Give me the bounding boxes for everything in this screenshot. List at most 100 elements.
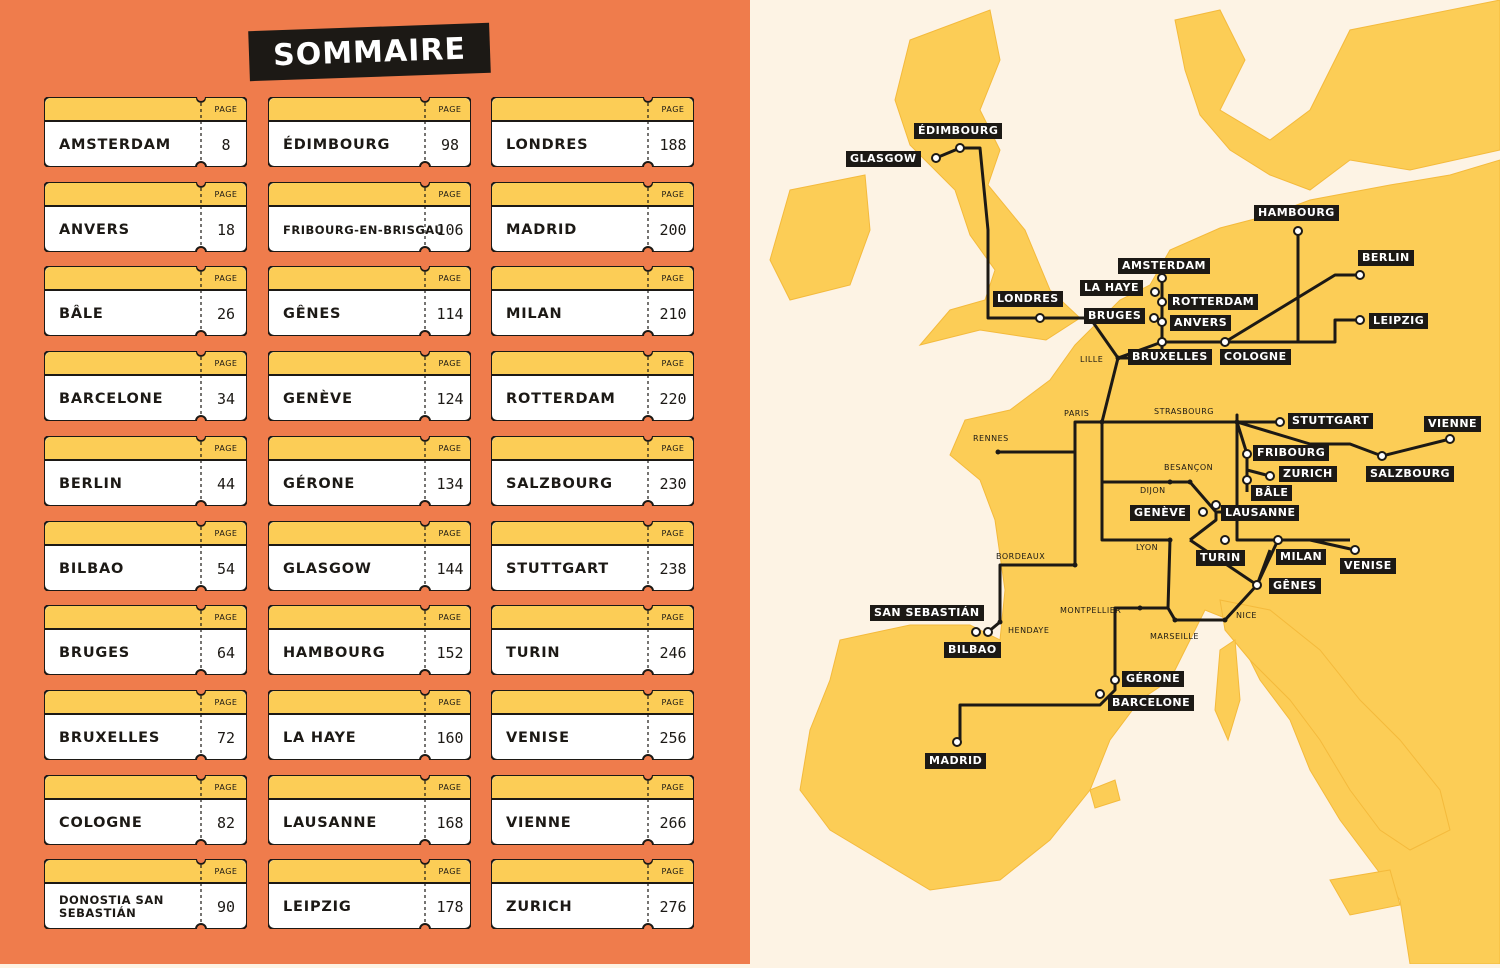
toc-page-number: 90 bbox=[216, 898, 236, 916]
toc-city: BRUGES bbox=[59, 644, 131, 661]
toc-page-number: 210 bbox=[659, 305, 687, 323]
toc-entry[interactable]: GÉRONE PAGE 134 bbox=[268, 436, 471, 506]
toc-page-number: 124 bbox=[436, 390, 464, 408]
toc-city: MADRID bbox=[506, 221, 578, 238]
toc-page-label: PAGE bbox=[438, 359, 462, 368]
toc-entry[interactable]: FRIBOURG-EN-BRISGAU PAGE 106 bbox=[268, 182, 471, 252]
map-destination-label: ZURICH bbox=[1279, 466, 1337, 482]
toc-page-number: 26 bbox=[216, 305, 236, 323]
toc-page-label: PAGE bbox=[661, 105, 685, 114]
toc-page-label: PAGE bbox=[661, 529, 685, 538]
map-destination-label: AMSTERDAM bbox=[1118, 258, 1210, 274]
toc-city: BRUXELLES bbox=[59, 729, 161, 746]
toc-entry[interactable]: ÉDIMBOURG PAGE 98 bbox=[268, 97, 471, 167]
toc-entry[interactable]: AMSTERDAM PAGE 8 bbox=[44, 97, 247, 167]
toc-entry[interactable]: BRUXELLES PAGE 72 bbox=[44, 690, 247, 760]
toc-city: FRIBOURG-EN-BRISGAU bbox=[283, 222, 445, 237]
map-destination-label: SAN SEBASTIÁN bbox=[870, 605, 984, 621]
toc-entry[interactable]: BILBAO PAGE 54 bbox=[44, 521, 247, 591]
toc-entry[interactable]: HAMBOURG PAGE 152 bbox=[268, 605, 471, 675]
toc-page-label: PAGE bbox=[214, 867, 238, 876]
toc-page-number: 144 bbox=[436, 560, 464, 578]
toc-page-label: PAGE bbox=[661, 274, 685, 283]
toc-page-label: PAGE bbox=[438, 529, 462, 538]
toc-entry[interactable]: GLASGOW PAGE 144 bbox=[268, 521, 471, 591]
toc-city: GÉRONE bbox=[283, 475, 356, 492]
toc-entry[interactable]: LA HAYE PAGE 160 bbox=[268, 690, 471, 760]
map-destination-label: BÂLE bbox=[1251, 485, 1293, 501]
toc-city: DONOSTIA SAN SEBASTIÁN bbox=[59, 893, 164, 920]
toc-page-number: 168 bbox=[436, 814, 464, 832]
toc-page-number: 200 bbox=[659, 221, 687, 239]
toc-entry[interactable]: BERLIN PAGE 44 bbox=[44, 436, 247, 506]
toc-entry[interactable]: GENÈVE PAGE 124 bbox=[268, 351, 471, 421]
toc-city: BILBAO bbox=[59, 560, 125, 577]
toc-entry[interactable]: VIENNE PAGE 266 bbox=[491, 775, 694, 845]
toc-page-label: PAGE bbox=[214, 529, 238, 538]
map-destination-label: GLASGOW bbox=[846, 151, 921, 167]
page-title: SOMMAIRE bbox=[248, 22, 491, 82]
map-stop-label: PARIS bbox=[1064, 409, 1090, 418]
map-stop-label: LILLE bbox=[1080, 355, 1104, 364]
toc-city: LEIPZIG bbox=[283, 898, 352, 915]
toc-entry[interactable]: MILAN PAGE 210 bbox=[491, 266, 694, 336]
toc-city: ANVERS bbox=[59, 221, 130, 238]
map-destination-label: LAUSANNE bbox=[1221, 505, 1300, 521]
toc-city: GLASGOW bbox=[283, 560, 372, 577]
toc-entry[interactable]: BRUGES PAGE 64 bbox=[44, 605, 247, 675]
toc-entry[interactable]: LEIPZIG PAGE 178 bbox=[268, 859, 471, 929]
toc-page-label: PAGE bbox=[438, 190, 462, 199]
toc-city: ÉDIMBOURG bbox=[283, 136, 391, 153]
toc-page-label: PAGE bbox=[214, 444, 238, 453]
toc-entry[interactable]: BARCELONE PAGE 34 bbox=[44, 351, 247, 421]
toc-page-label: PAGE bbox=[438, 105, 462, 114]
map-destination-label: MILAN bbox=[1276, 549, 1327, 565]
toc-page-number: 220 bbox=[659, 390, 687, 408]
toc-page-number: 160 bbox=[436, 729, 464, 747]
toc-page-number: 276 bbox=[659, 898, 687, 916]
toc-page-number: 230 bbox=[659, 475, 687, 493]
toc-entry[interactable]: MADRID PAGE 200 bbox=[491, 182, 694, 252]
toc-entry[interactable]: GÊNES PAGE 114 bbox=[268, 266, 471, 336]
toc-page-number: 152 bbox=[436, 644, 464, 662]
toc-page-number: 188 bbox=[659, 136, 687, 154]
toc-page-number: 98 bbox=[440, 136, 460, 154]
toc-page-label: PAGE bbox=[214, 105, 238, 114]
toc-entry[interactable]: ANVERS PAGE 18 bbox=[44, 182, 247, 252]
toc-city: GÊNES bbox=[283, 305, 342, 322]
toc-page-number: 178 bbox=[436, 898, 464, 916]
toc-city: VIENNE bbox=[506, 814, 572, 831]
toc-page-label: PAGE bbox=[438, 274, 462, 283]
toc-entry[interactable]: LAUSANNE PAGE 168 bbox=[268, 775, 471, 845]
stop-dots bbox=[995, 355, 1240, 625]
toc-entry[interactable]: COLOGNE PAGE 82 bbox=[44, 775, 247, 845]
toc-city: GENÈVE bbox=[283, 390, 353, 407]
toc-entry[interactable]: ROTTERDAM PAGE 220 bbox=[491, 351, 694, 421]
toc-entry[interactable]: DONOSTIA SAN SEBASTIÁN PAGE 90 bbox=[44, 859, 247, 929]
map-stop-label: BORDEAUX bbox=[996, 552, 1046, 561]
map-destination-label: VENISE bbox=[1340, 558, 1396, 574]
toc-entry[interactable]: SALZBOURG PAGE 230 bbox=[491, 436, 694, 506]
map-destination-label: BRUXELLES bbox=[1128, 349, 1212, 365]
toc-entry[interactable]: BÂLE PAGE 26 bbox=[44, 266, 247, 336]
toc-entry[interactable]: ZURICH PAGE 276 bbox=[491, 859, 694, 929]
toc-page-number: 246 bbox=[659, 644, 687, 662]
toc-city: BERLIN bbox=[59, 475, 123, 492]
toc-page-label: PAGE bbox=[214, 274, 238, 283]
toc-city: BARCELONE bbox=[59, 390, 164, 407]
toc-page-label: PAGE bbox=[214, 783, 238, 792]
toc-entry[interactable]: STUTTGART PAGE 238 bbox=[491, 521, 694, 591]
map-canvas bbox=[750, 0, 1500, 965]
map-destination-label: BERLIN bbox=[1358, 250, 1414, 266]
map-destination-label: MADRID bbox=[925, 753, 987, 769]
toc-entry[interactable]: LONDRES PAGE 188 bbox=[491, 97, 694, 167]
toc-entry[interactable]: TURIN PAGE 246 bbox=[491, 605, 694, 675]
station-dots bbox=[931, 143, 1455, 747]
toc-page-label: PAGE bbox=[438, 444, 462, 453]
map-destination-label: GÊNES bbox=[1269, 578, 1321, 594]
rail-map: ÉDIMBOURG GLASGOW HAMBOURG BERLIN AMSTERDAM L… bbox=[750, 0, 1500, 965]
toc-page-number: 266 bbox=[659, 814, 687, 832]
map-destination-label: LA HAYE bbox=[1080, 280, 1143, 296]
map-stop-label: RENNES bbox=[973, 434, 1009, 443]
toc-entry[interactable]: VENISE PAGE 256 bbox=[491, 690, 694, 760]
